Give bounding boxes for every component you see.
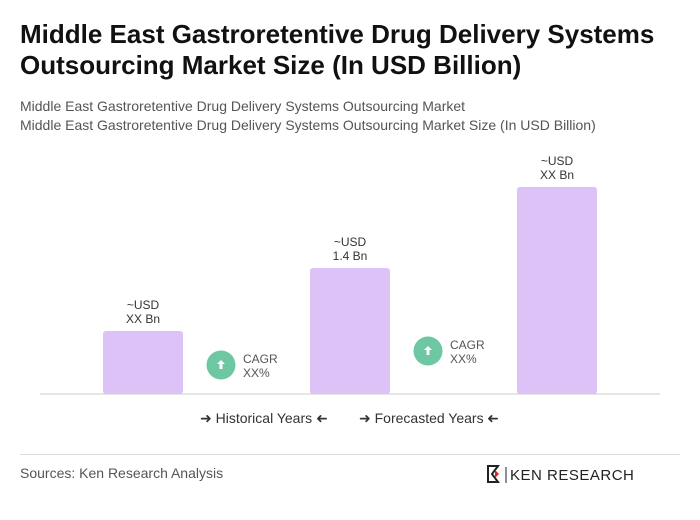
data-label: XX Bn	[540, 168, 574, 182]
data-label: ~USD	[334, 235, 367, 249]
footer-divider	[20, 454, 680, 455]
bar	[517, 187, 597, 394]
legend-forecasted-label: Forecasted Years	[374, 410, 484, 426]
chart-subtitle-2: Middle East Gastroretentive Drug Deliver…	[20, 117, 596, 133]
data-label: 1.4 Bn	[333, 249, 368, 263]
legend-historical-label: Historical Years	[215, 410, 313, 426]
cagr-value: XX%	[450, 352, 477, 366]
data-label: ~USD	[127, 298, 160, 312]
bar	[103, 331, 183, 394]
ken-research-logo: KEN RESEARCH	[486, 464, 656, 491]
cagr-label: CAGR	[450, 338, 485, 352]
data-label: XX Bn	[126, 312, 160, 326]
source-text: Sources: Ken Research Analysis	[20, 465, 224, 481]
chart-subtitle: Middle East Gastroretentive Drug Deliver…	[20, 98, 466, 114]
svg-text:KEN RESEARCH: KEN RESEARCH	[510, 467, 634, 484]
cagr-label: CAGR	[243, 352, 278, 366]
chart-title: Middle East Gastroretentive Drug Deliver…	[20, 19, 655, 80]
data-label: ~USD	[541, 154, 574, 168]
legend-forecasted: ➜ Forecasted Years ➜	[359, 410, 500, 426]
legend-historical: ➜ Historical Years ➜	[200, 410, 328, 426]
bar	[310, 268, 390, 394]
cagr-value: XX%	[243, 366, 270, 380]
